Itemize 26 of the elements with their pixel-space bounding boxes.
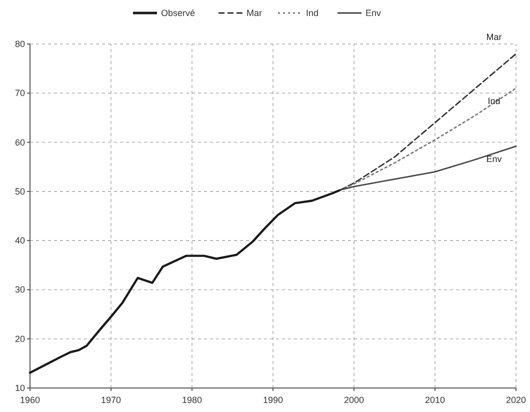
x-tick-label: 2000 bbox=[344, 395, 364, 405]
legend-label: Observé bbox=[161, 8, 196, 18]
y-tick-label: 10 bbox=[14, 383, 25, 393]
text: Ind bbox=[488, 96, 500, 106]
x-tick-label: 1970 bbox=[100, 395, 122, 405]
text: Env bbox=[486, 154, 502, 164]
x-tick-label: 1960 bbox=[20, 395, 40, 405]
line-series bbox=[340, 146, 517, 191]
line-series bbox=[340, 53, 517, 191]
y-tick-label: 40 bbox=[14, 236, 25, 246]
text: Mar bbox=[486, 32, 502, 42]
y-tick-label: 70 bbox=[14, 88, 25, 98]
y-tick-label: 60 bbox=[14, 137, 25, 148]
x-tick-label: 2010 bbox=[424, 395, 446, 405]
y-tick-label: 80 bbox=[14, 39, 25, 49]
line-series bbox=[340, 88, 517, 191]
x-tick-label: 2020 bbox=[506, 395, 526, 405]
legend-label: Env bbox=[366, 8, 382, 18]
legend-label: Ind bbox=[306, 8, 319, 18]
y-tick-label: 30 bbox=[14, 284, 25, 295]
legend-label: Mar bbox=[246, 8, 262, 18]
line-series bbox=[28, 188, 342, 374]
y-tick-label: 50 bbox=[14, 186, 25, 196]
x-tick-label: 1980 bbox=[182, 395, 202, 405]
x-tick-label: 1990 bbox=[262, 395, 284, 405]
y-tick-label: 20 bbox=[14, 334, 25, 344]
